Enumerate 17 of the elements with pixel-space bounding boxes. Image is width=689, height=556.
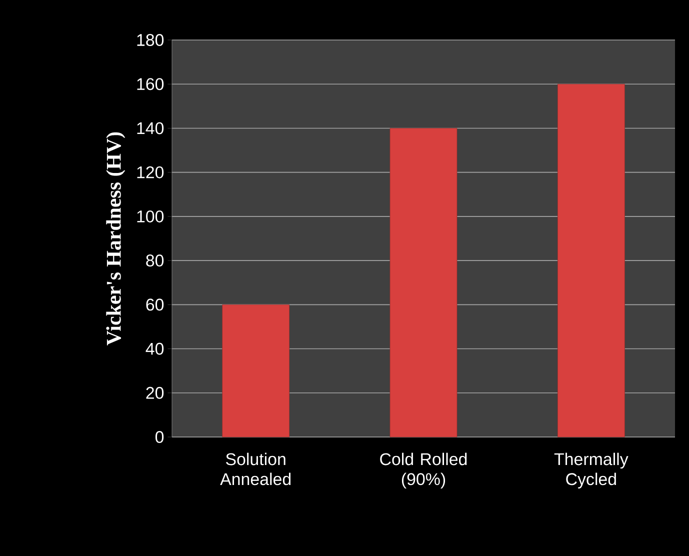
y-tick-label: 0 bbox=[155, 431, 164, 443]
y-tick-label: 60 bbox=[146, 298, 164, 311]
y-tick-label: 40 bbox=[146, 342, 164, 355]
x-tick-label: Cold Rolled (90%) bbox=[380, 452, 467, 488]
y-tick-label: 180 bbox=[137, 34, 164, 46]
bar bbox=[390, 128, 458, 438]
bar bbox=[222, 304, 290, 438]
bar bbox=[557, 84, 625, 438]
y-tick-label: 160 bbox=[137, 78, 164, 90]
y-tick-label: 140 bbox=[137, 122, 164, 134]
y-axis-title: Vicker's Hardness (HV) bbox=[106, 132, 126, 346]
y-tick-label: 100 bbox=[137, 210, 164, 222]
x-tick-label: Thermally Cycled bbox=[554, 452, 628, 488]
y-tick-label: 120 bbox=[137, 166, 164, 178]
x-tick-label: Solution Annealed bbox=[220, 452, 291, 486]
y-tick-label: 80 bbox=[146, 254, 164, 267]
y-tick-label: 20 bbox=[146, 386, 164, 399]
